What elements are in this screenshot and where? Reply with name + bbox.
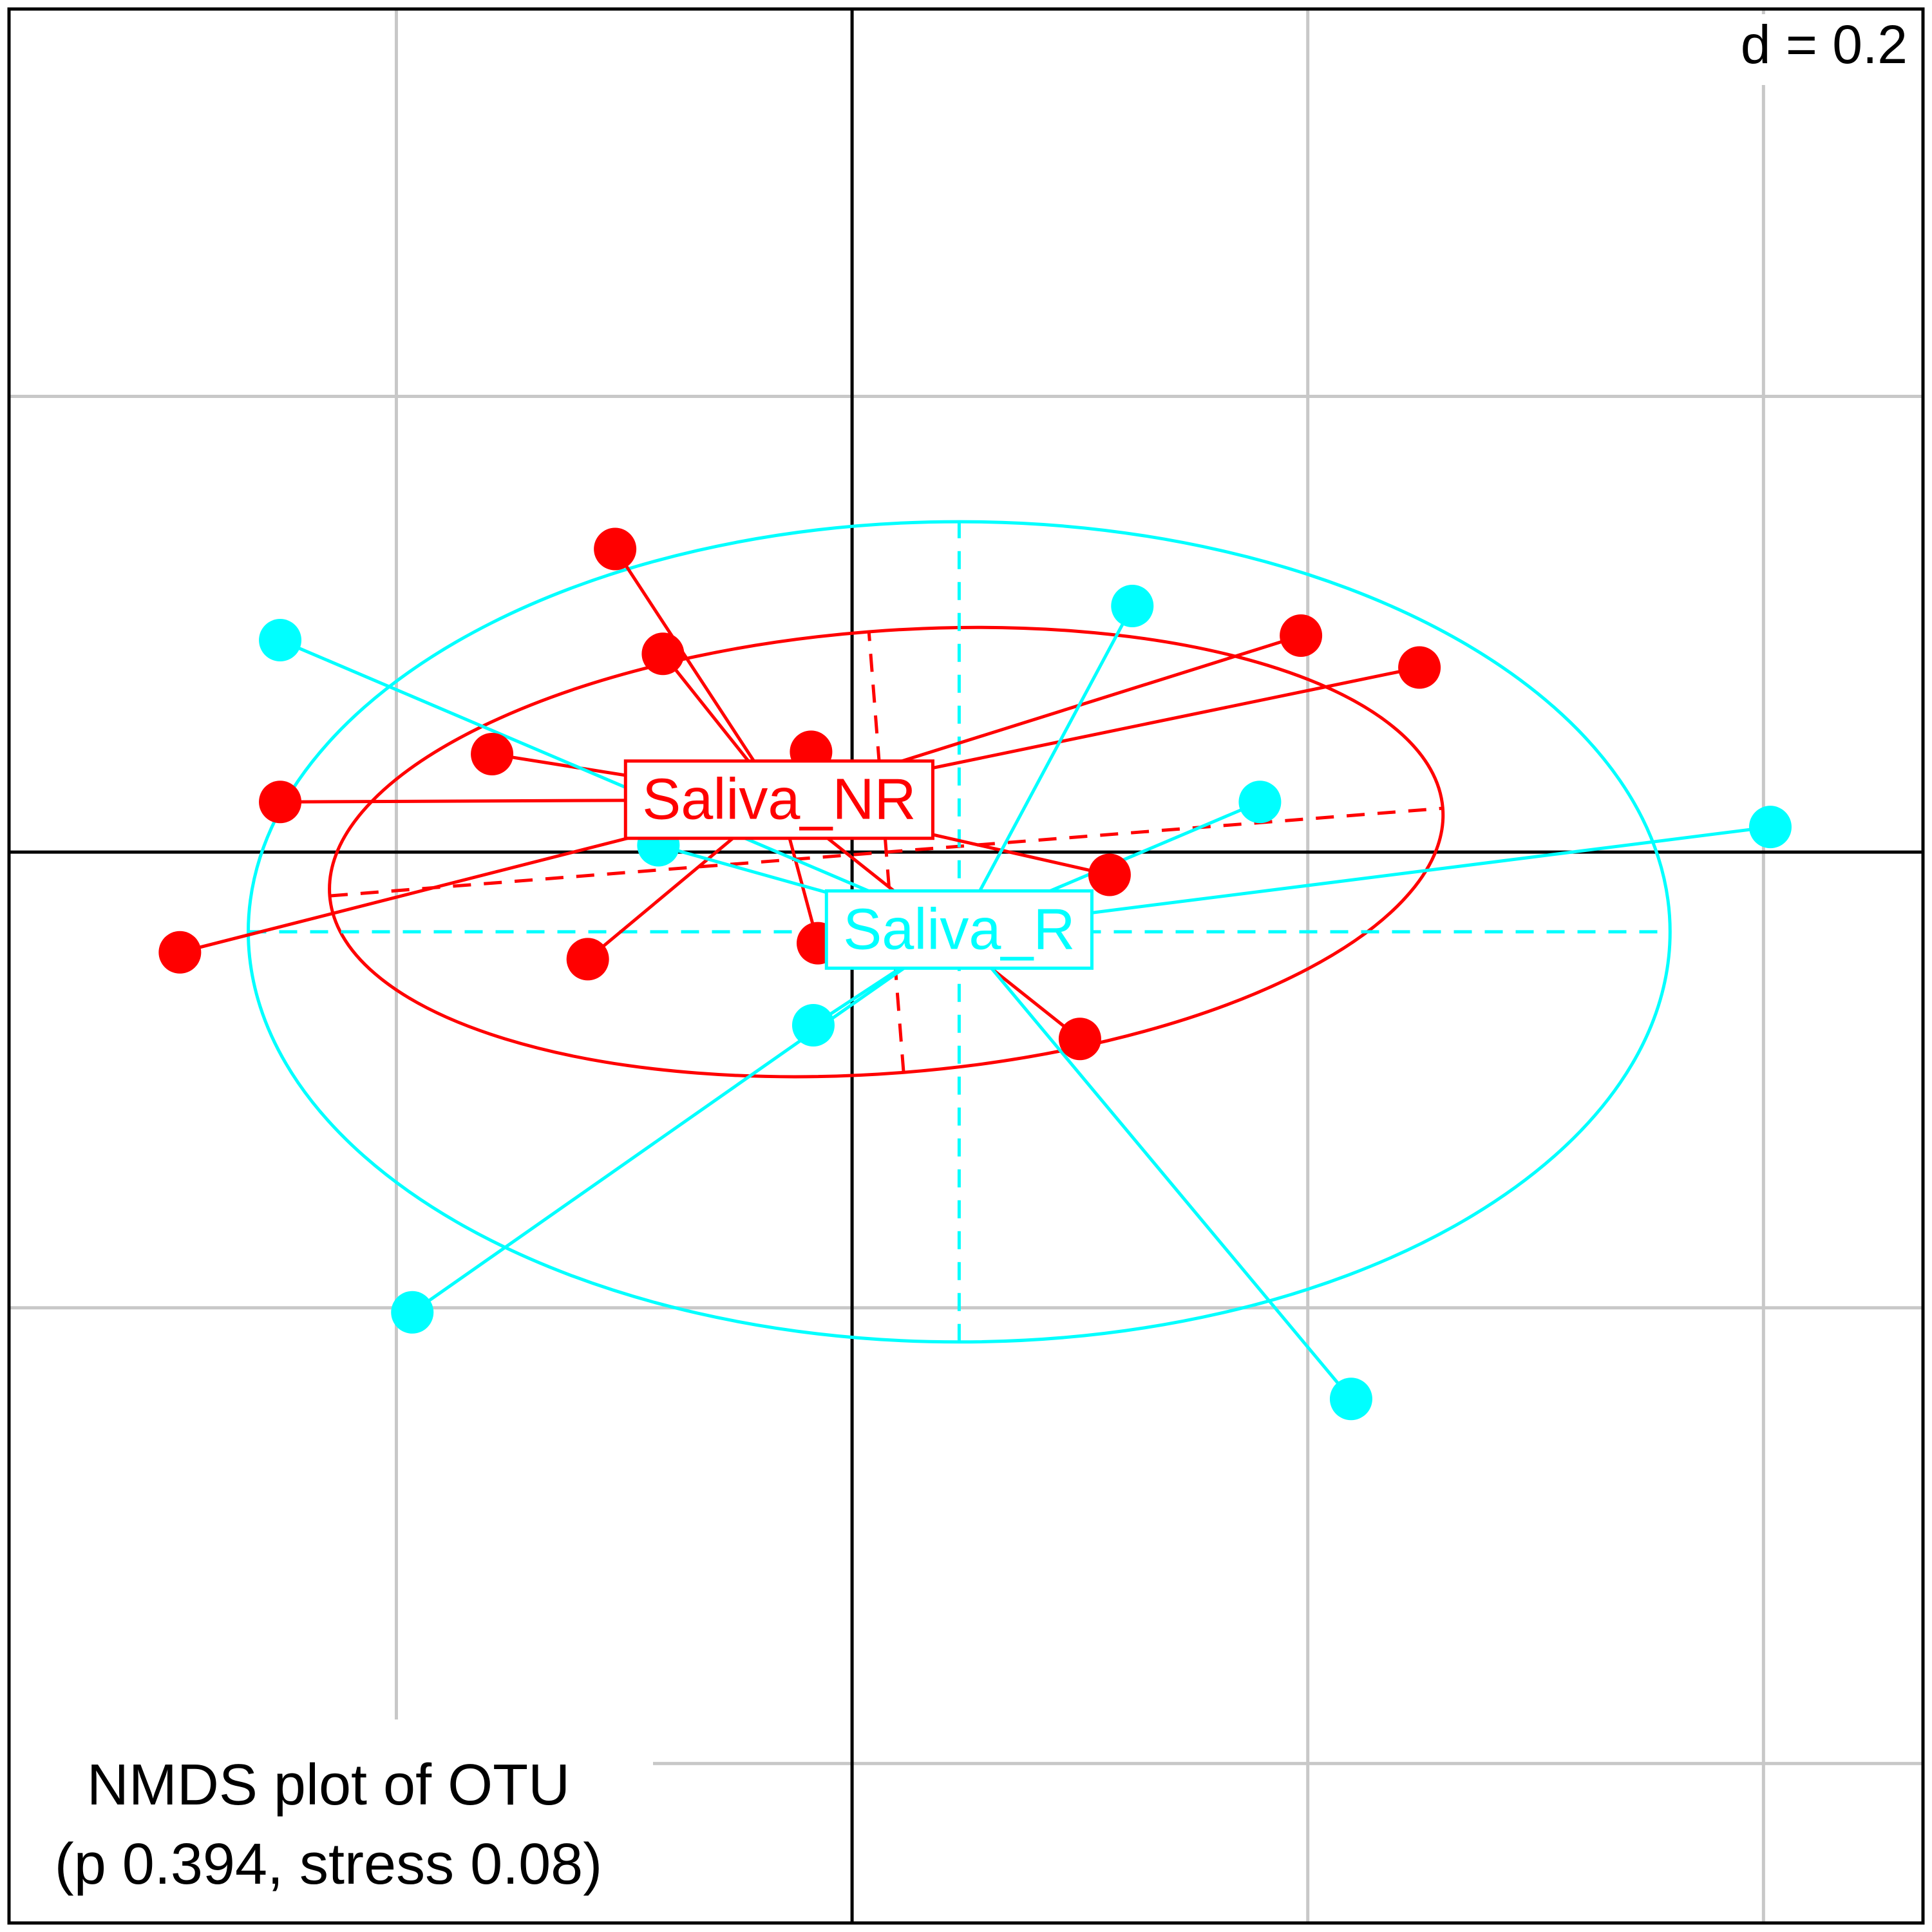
sample-point: [1238, 781, 1282, 824]
centroid-spoke: [411, 928, 960, 1314]
grid-label-bg: [1687, 14, 1914, 85]
sample-point: [594, 527, 637, 571]
centroid-spoke: [614, 548, 781, 801]
centroid-spoke: [959, 825, 1771, 931]
group-label: Saliva_NR: [623, 759, 934, 840]
plot-border: [7, 7, 1925, 1925]
group-label-box: [623, 759, 934, 840]
group-label-text: Saliva_R: [843, 897, 1075, 961]
centroid-spoke: [279, 638, 960, 931]
caption-line-2: (p 0.394, stress 0.08): [55, 1832, 602, 1897]
label-layer: Saliva_NR Saliva_R: [623, 759, 1094, 970]
caption-bg: [9, 1719, 653, 1926]
centroid-spoke: [958, 928, 1352, 1400]
sample-point: [158, 931, 202, 974]
sample-point: [1398, 646, 1441, 689]
centroid-spoke: [958, 605, 1134, 931]
sample-point: [259, 781, 302, 824]
grid-scale-label: d = 0.2: [1741, 14, 1908, 75]
group-label-box: [824, 889, 1094, 970]
sample-point: [259, 619, 302, 662]
sample-point: [641, 632, 685, 676]
sample-point: [1329, 1378, 1372, 1421]
sample-point: [391, 1291, 434, 1334]
sample-point: [1088, 853, 1131, 896]
ellipse-minor-axis: [867, 631, 905, 1073]
sample-point: [1280, 614, 1323, 657]
sample-point: [791, 1003, 835, 1046]
group-label-text: Saliva_NR: [642, 768, 916, 832]
sample-point: [566, 938, 609, 981]
sample-point: [1111, 584, 1154, 627]
sample-point: [1748, 806, 1792, 849]
sample-point: [471, 732, 514, 775]
sample-point: [1058, 1018, 1101, 1061]
group-label: Saliva_R: [824, 889, 1094, 970]
caption-line-1: NMDS plot of OTU: [87, 1753, 570, 1817]
